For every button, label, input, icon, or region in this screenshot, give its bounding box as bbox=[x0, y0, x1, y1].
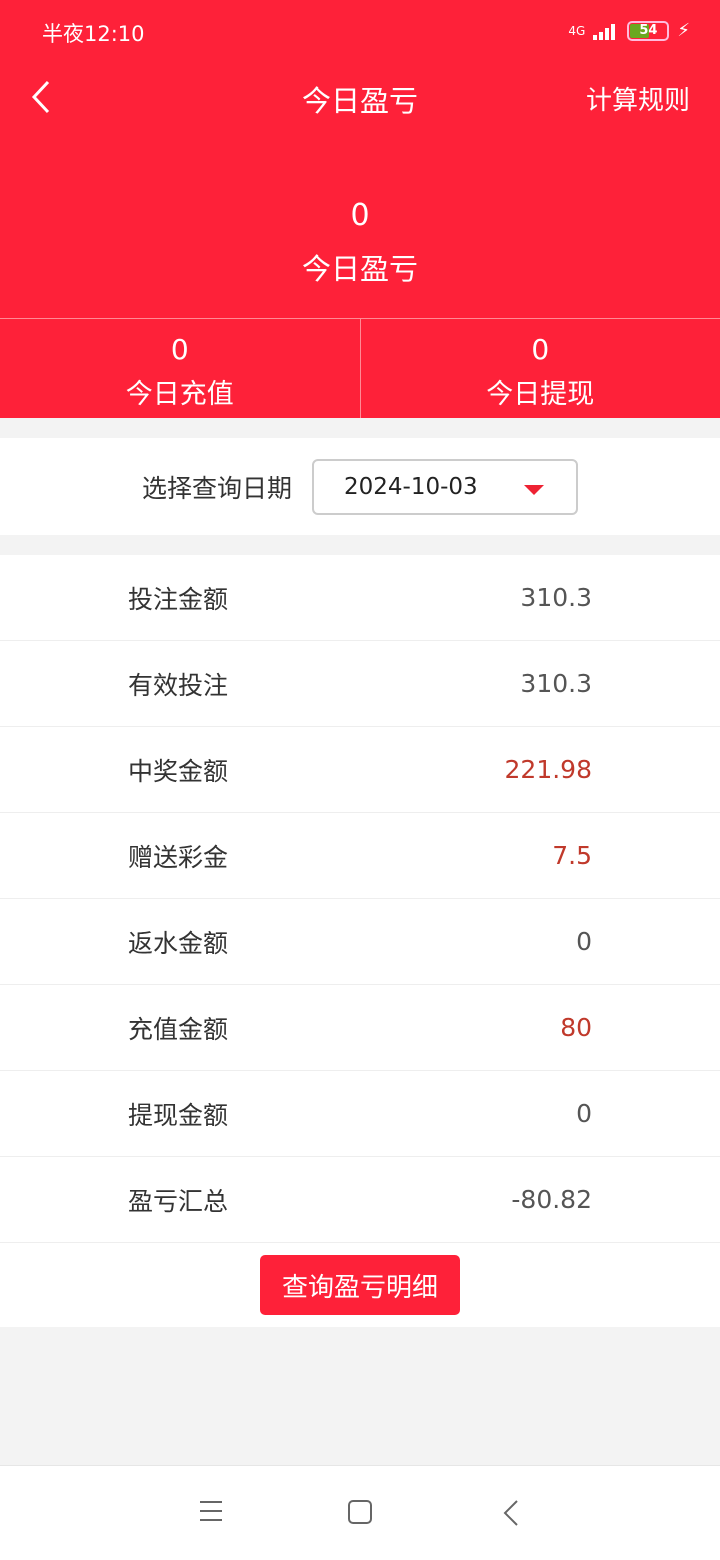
dropdown-arrow-icon bbox=[524, 484, 544, 495]
stat-label: 今日充值 bbox=[125, 379, 234, 410]
item-label: 中奖金额 bbox=[128, 756, 229, 786]
list-item: 盈亏汇总 -80.82 bbox=[0, 1157, 720, 1243]
status-icons: 4G 54 ⚡ bbox=[568, 20, 690, 41]
item-value: 310.3 bbox=[520, 583, 592, 612]
stats: 0 今日充值 0 今日提现 bbox=[0, 318, 720, 418]
item-value: 310.3 bbox=[520, 669, 592, 698]
charging-icon: ⚡ bbox=[677, 20, 690, 41]
item-label: 有效投注 bbox=[128, 670, 229, 700]
back-icon[interactable] bbox=[26, 78, 66, 118]
stat-value: 0 bbox=[170, 333, 189, 366]
menu-icon[interactable] bbox=[199, 1500, 223, 1522]
home-icon[interactable] bbox=[348, 1500, 372, 1524]
item-label: 充值金额 bbox=[128, 1014, 229, 1044]
signal-icon bbox=[593, 23, 616, 40]
stat-withdraw: 0 今日提现 bbox=[359, 319, 720, 418]
stat-recharge: 0 今日充值 bbox=[0, 319, 360, 418]
stat-label: 今日提现 bbox=[486, 379, 595, 410]
item-value: 80 bbox=[560, 1013, 592, 1042]
today-profit-value: 0 bbox=[350, 198, 370, 233]
item-label: 投注金额 bbox=[128, 584, 229, 614]
item-label: 盈亏汇总 bbox=[128, 1186, 229, 1216]
system-nav-bar bbox=[0, 1465, 720, 1560]
status-time: 半夜12:10 bbox=[42, 22, 145, 46]
list-item: 充值金额 80 bbox=[0, 985, 720, 1071]
date-row: 选择查询日期 2024-10-03 bbox=[0, 438, 720, 535]
item-value: 0 bbox=[576, 927, 592, 956]
network-label: 4G bbox=[568, 23, 586, 38]
item-value: 0 bbox=[576, 1099, 592, 1128]
page-title: 今日盈亏 bbox=[301, 84, 418, 118]
query-detail-button[interactable]: 查询盈亏明细 bbox=[260, 1255, 460, 1315]
date-select[interactable]: 2024-10-03 bbox=[312, 458, 578, 515]
detail-list: 投注金额 310.3 有效投注 310.3 中奖金额 221.98 赠送彩金 7.5 返水金额 0… bbox=[0, 555, 720, 1327]
item-value: 7.5 bbox=[552, 841, 592, 870]
list-item: 返水金额 0 bbox=[0, 899, 720, 985]
calc-rules-link[interactable]: 计算规则 bbox=[585, 86, 690, 116]
list-item: 赠送彩金 7.5 bbox=[0, 813, 720, 899]
header: 半夜12:10 4G 54 ⚡ 今日盈亏 计算规则 0 今日盈亏 0 今日充值 … bbox=[0, 0, 720, 418]
date-label: 选择查询日期 bbox=[141, 473, 292, 503]
item-label: 返水金额 bbox=[128, 928, 229, 958]
battery-icon: 54 bbox=[627, 20, 670, 41]
stat-value: 0 bbox=[531, 333, 550, 366]
item-value: -80.82 bbox=[511, 1185, 592, 1214]
item-label: 赠送彩金 bbox=[128, 842, 229, 872]
item-label: 提现金额 bbox=[128, 1100, 229, 1130]
list-item: 提现金额 0 bbox=[0, 1071, 720, 1157]
item-value: 221.98 bbox=[504, 755, 592, 784]
today-profit-label: 今日盈亏 bbox=[301, 252, 418, 286]
list-item: 有效投注 310.3 bbox=[0, 641, 720, 727]
date-value: 2024-10-03 bbox=[344, 473, 478, 500]
list-item: 中奖金额 221.98 bbox=[0, 727, 720, 813]
back-nav-icon[interactable] bbox=[502, 1500, 520, 1526]
list-item: 投注金额 310.3 bbox=[0, 555, 720, 641]
